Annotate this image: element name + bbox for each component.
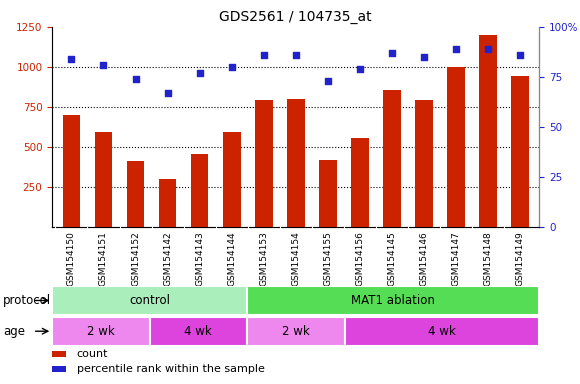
Bar [95, 132, 113, 227]
Point [195, 70, 204, 76]
Bar [383, 90, 401, 227]
Bar [345, 317, 539, 346]
Bar [63, 115, 80, 227]
Point [323, 78, 332, 84]
Bar [52, 317, 150, 346]
Point [99, 62, 108, 68]
Text: 4 wk: 4 wk [184, 325, 212, 338]
Bar [223, 132, 241, 227]
Text: GSM154156: GSM154156 [356, 231, 364, 286]
Text: percentile rank within the sample: percentile rank within the sample [77, 364, 264, 374]
Bar [479, 35, 497, 227]
Bar [52, 351, 66, 358]
Bar [319, 160, 336, 227]
Bar [447, 67, 465, 227]
Text: 4 wk: 4 wk [428, 325, 456, 338]
Text: 2 wk: 2 wk [87, 325, 115, 338]
Point [67, 56, 76, 62]
Text: GSM154146: GSM154146 [419, 231, 429, 286]
Text: GSM154150: GSM154150 [67, 231, 76, 286]
Text: GSM154154: GSM154154 [291, 231, 300, 286]
Text: GSM154144: GSM154144 [227, 231, 236, 286]
Bar [247, 286, 539, 315]
Text: GSM154152: GSM154152 [131, 231, 140, 286]
Text: GSM154148: GSM154148 [484, 231, 492, 286]
Point [451, 46, 461, 52]
Text: MAT1 ablation: MAT1 ablation [351, 294, 435, 307]
Text: GSM154155: GSM154155 [324, 231, 332, 286]
Title: GDS2561 / 104735_at: GDS2561 / 104735_at [219, 10, 372, 25]
Point [291, 52, 300, 58]
Bar [150, 317, 247, 346]
Text: GSM154153: GSM154153 [259, 231, 268, 286]
Bar [247, 317, 345, 346]
Bar [351, 138, 369, 227]
Text: GSM154149: GSM154149 [516, 231, 525, 286]
Point [356, 66, 365, 72]
Text: protocol: protocol [3, 294, 51, 307]
Text: count: count [77, 349, 108, 359]
Text: control: control [129, 294, 170, 307]
Point [419, 54, 429, 60]
Point [227, 64, 236, 70]
Point [387, 50, 397, 56]
Bar [255, 100, 273, 227]
Bar [159, 179, 176, 227]
Bar [52, 286, 247, 315]
Text: age: age [3, 325, 25, 338]
Bar [126, 161, 144, 227]
Text: GSM154142: GSM154142 [163, 231, 172, 286]
Point [484, 46, 493, 52]
Bar [287, 99, 305, 227]
Point [516, 52, 525, 58]
Bar [191, 154, 208, 227]
Text: 2 wk: 2 wk [282, 325, 310, 338]
Text: GSM154143: GSM154143 [195, 231, 204, 286]
Point [259, 52, 269, 58]
Point [131, 76, 140, 82]
Text: GSM154151: GSM154151 [99, 231, 108, 286]
Text: GSM154147: GSM154147 [452, 231, 461, 286]
Bar [415, 100, 433, 227]
Point [163, 90, 172, 96]
Text: GSM154145: GSM154145 [387, 231, 397, 286]
Bar [512, 76, 529, 227]
Bar [52, 366, 66, 372]
